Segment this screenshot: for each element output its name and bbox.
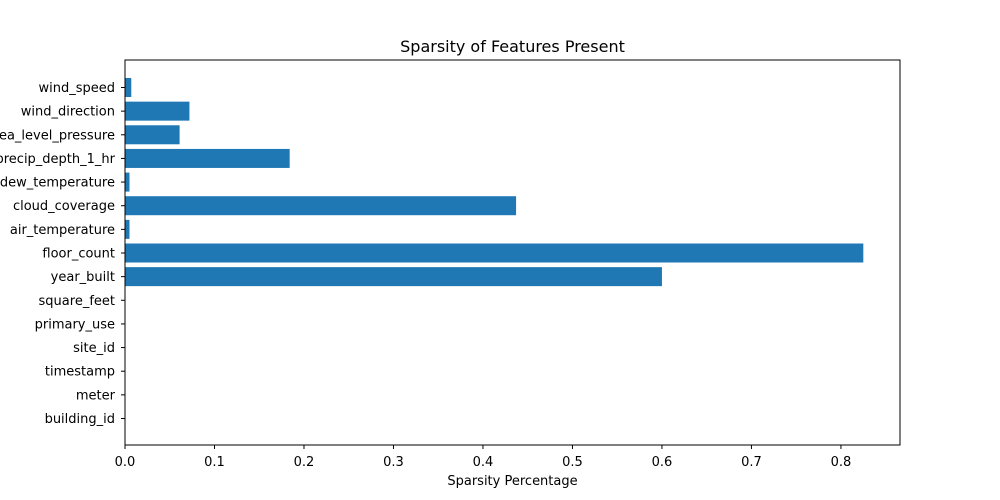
bar-year-built xyxy=(125,267,662,287)
y-tick-label: wind_speed xyxy=(38,81,115,96)
x-tick-label: 0.7 xyxy=(741,455,762,470)
bar-wind-direction xyxy=(125,101,190,121)
x-tick-label: 0.0 xyxy=(115,455,136,470)
bar-wind-speed xyxy=(125,78,132,97)
x-tick-label: 0.5 xyxy=(562,455,583,470)
bars-group xyxy=(125,78,864,287)
x-tick-label: 0.6 xyxy=(652,455,673,470)
plot-frame xyxy=(124,59,901,446)
y-tick-label: site_id xyxy=(73,341,115,356)
y-tick-label: air_temperature xyxy=(10,223,115,238)
x-tick-label: 0.8 xyxy=(831,455,852,470)
y-tick-label: dew_temperature xyxy=(0,176,115,191)
x-tick-label: 0.2 xyxy=(294,455,315,470)
y-tick-label: primary_use xyxy=(35,317,115,332)
y-tick-label: cloud_coverage xyxy=(13,199,115,214)
x-tick-label: 0.4 xyxy=(473,455,494,470)
x-tick-label: 0.1 xyxy=(204,455,225,470)
bar-air-temperature xyxy=(125,219,130,239)
y-tick-label: square_feet xyxy=(39,294,115,309)
chart-title: Sparsity of Features Present xyxy=(400,37,625,56)
y-tick-label: sea_level_pressure xyxy=(0,128,115,143)
y-tick-label: timestamp xyxy=(45,365,115,380)
y-tick-label: floor_count xyxy=(42,247,115,262)
y-tick-label: precip_depth_1_hr xyxy=(0,152,116,167)
bar-cloud-coverage xyxy=(125,196,517,216)
bar-sea-level-pressure xyxy=(125,125,180,145)
bar-dew-temperature xyxy=(125,172,130,192)
x-tick-label: 0.3 xyxy=(383,455,404,470)
y-tick-label: meter xyxy=(76,388,116,403)
y-tick-label: year_built xyxy=(51,270,115,285)
x-axis-ticks: 0.0 0.1 0.2 0.3 0.4 0.5 0.6 0.7 0.8 xyxy=(115,445,852,470)
x-axis-label: Sparsity Percentage xyxy=(447,474,577,489)
y-tick-label: wind_direction xyxy=(21,105,115,120)
bar-floor-count xyxy=(125,243,864,263)
y-axis-ticks: building_id meter timestamp site_id primary_… xyxy=(0,81,125,427)
bar-precip-depth-1-hr xyxy=(125,148,290,168)
y-tick-label: building_id xyxy=(45,412,115,427)
